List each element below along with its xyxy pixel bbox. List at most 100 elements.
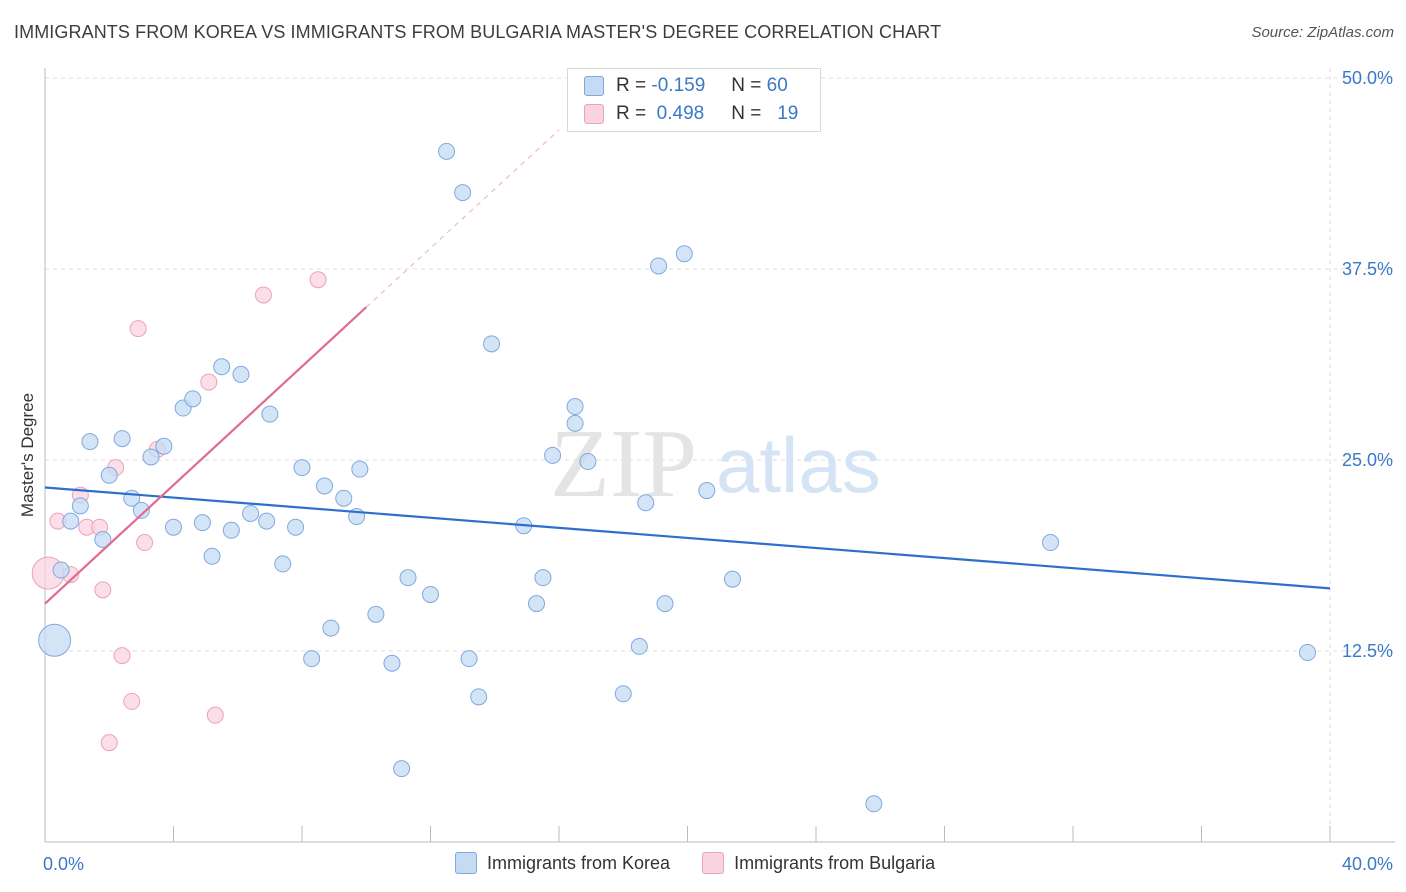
korea-point-2 <box>62 512 80 530</box>
korea-point-23 <box>274 555 292 573</box>
korea-point-3 <box>71 497 89 515</box>
korea-n-value: 60 <box>766 75 788 96</box>
korea-point-35 <box>399 569 417 587</box>
korea-point-27 <box>315 477 333 495</box>
x-tick-label-0: 0.0% <box>43 854 84 874</box>
korea-point-25 <box>293 459 311 477</box>
correlation-legend: R = -0.159 N = 60 R = 0.498 N = 19 <box>567 68 821 132</box>
bulgaria-n-label: N = <box>731 103 762 124</box>
korea-point-7 <box>113 430 131 448</box>
korea-point-12 <box>165 518 182 536</box>
series-legend: Immigrants from Korea Immigrants from Bu… <box>455 852 967 874</box>
korea-n-label: N = <box>731 75 762 96</box>
bulgaria-trend-line <box>44 306 367 605</box>
korea-trend-line <box>44 486 1331 590</box>
korea-point-16 <box>203 547 221 565</box>
korea-legend-swatch <box>455 852 477 874</box>
korea-point-47 <box>566 414 584 432</box>
bulgaria-legend-swatch <box>702 852 725 874</box>
x-tick-label-1: 40.0% <box>1342 854 1393 874</box>
korea-point-44 <box>534 569 552 587</box>
korea-point-58 <box>1042 534 1060 552</box>
bulgaria-swatch <box>584 104 604 124</box>
korea-point-11 <box>155 437 173 455</box>
korea-swatch <box>584 76 604 96</box>
bulgaria-r-value: 0.498 <box>651 103 705 124</box>
bulgaria-point-12 <box>136 534 154 552</box>
bulgaria-legend-label: Immigrants from Bulgaria <box>734 852 936 873</box>
trend-lines <box>44 129 1331 605</box>
bulgaria-point-6 <box>94 581 112 599</box>
korea-point-17 <box>213 358 231 376</box>
chart-title: IMMIGRANTS FROM KOREA VS IMMIGRANTS FROM… <box>14 22 942 42</box>
korea-point-29 <box>335 489 353 507</box>
korea-point-32 <box>367 605 385 623</box>
y-tick-label-1: 25.0% <box>1342 450 1393 470</box>
korea-point-22 <box>261 405 279 423</box>
korea-point-59 <box>1299 644 1317 662</box>
legend-item-korea[interactable]: Immigrants from Korea <box>455 852 670 874</box>
legend-row-bulgaria: R = 0.498 N = 19 <box>584 103 798 125</box>
korea-r-label: R = <box>616 75 647 96</box>
series-korea-points <box>38 142 1317 813</box>
korea-point-20 <box>242 504 260 522</box>
korea-point-57 <box>865 795 883 813</box>
korea-legend-label: Immigrants from Korea <box>487 852 671 873</box>
korea-point-26 <box>303 650 321 668</box>
bulgaria-n-value: 19 <box>777 103 799 124</box>
korea-point-6 <box>100 466 118 484</box>
korea-point-36 <box>422 585 439 603</box>
korea-point-55 <box>698 482 716 500</box>
korea-point-15 <box>193 514 211 532</box>
korea-point-19 <box>232 365 250 383</box>
bulgaria-point-9 <box>123 692 141 710</box>
korea-point-4 <box>81 433 99 451</box>
axes <box>44 68 1395 843</box>
korea-point-31 <box>351 460 369 478</box>
series-bulgaria-points <box>31 271 327 752</box>
y-tick-label-2: 37.5% <box>1342 259 1393 279</box>
korea-point-56 <box>723 570 741 588</box>
korea-r-value: -0.159 <box>651 75 706 96</box>
bulgaria-point-8 <box>113 647 131 665</box>
bulgaria-point-14 <box>200 373 218 391</box>
watermark: ZIP atlas <box>550 410 881 518</box>
watermark-atlas: atlas <box>716 421 881 509</box>
chart-source: Source: ZipAtlas.com <box>1251 24 1394 41</box>
bulgaria-trend-extension <box>365 129 560 308</box>
korea-point-9 <box>132 501 150 519</box>
korea-point-49 <box>614 685 632 703</box>
korea-point-46 <box>566 398 584 416</box>
korea-point-33 <box>383 654 401 672</box>
korea-point-21 <box>258 512 276 530</box>
korea-point-28 <box>322 619 340 637</box>
korea-point-10 <box>142 448 160 466</box>
bulgaria-point-11 <box>129 320 147 338</box>
korea-point-43 <box>528 595 546 613</box>
bulgaria-r-label: R = <box>616 103 647 124</box>
korea-point-54 <box>675 245 693 263</box>
korea-point-48 <box>579 453 597 471</box>
y-tick-label-3: 50.0% <box>1342 68 1393 88</box>
tick-labels: 12.5% 25.0% 37.5% 50.0% 0.0% 40.0% <box>43 68 1393 874</box>
korea-point-38 <box>454 184 472 202</box>
korea-point-50 <box>630 637 648 655</box>
bulgaria-point-17 <box>309 271 327 289</box>
korea-point-0 <box>38 623 72 657</box>
bulgaria-point-15 <box>206 706 224 724</box>
korea-point-5 <box>94 530 112 548</box>
legend-item-bulgaria[interactable]: Immigrants from Bulgaria <box>702 852 935 874</box>
korea-point-53 <box>656 595 674 613</box>
bulgaria-point-10 <box>100 734 118 752</box>
korea-point-51 <box>637 494 655 512</box>
korea-point-45 <box>544 446 562 464</box>
legend-row-korea: R = -0.159 N = 60 <box>584 75 788 97</box>
korea-point-39 <box>460 650 478 668</box>
bulgaria-point-16 <box>254 286 272 304</box>
korea-point-18 <box>222 521 240 539</box>
y-tick-label-0: 12.5% <box>1342 641 1393 661</box>
korea-point-34 <box>393 760 411 778</box>
korea-point-1 <box>52 561 70 579</box>
korea-point-24 <box>287 518 305 536</box>
